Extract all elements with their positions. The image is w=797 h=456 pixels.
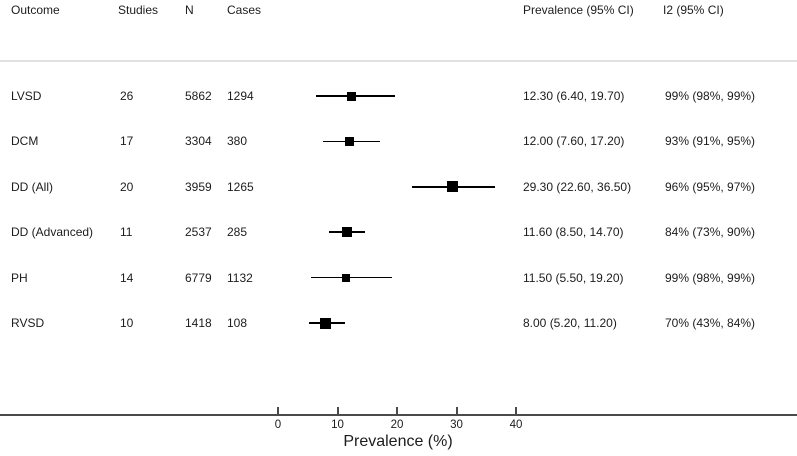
prevalence-ci-value: 11.50 (5.50, 19.20) xyxy=(523,270,624,285)
column-header-prevalence-ci: Prevalence (95% CI) xyxy=(523,3,634,17)
outcome-label: PH xyxy=(11,270,28,285)
i2-ci-value: 99% (98%, 99%) xyxy=(665,270,756,285)
x-axis-tick xyxy=(455,407,458,415)
n-value: 3304 xyxy=(185,134,212,149)
studies-value: 14 xyxy=(120,270,134,285)
prevalence-ci-value: 8.00 (5.20, 11.20) xyxy=(523,316,617,330)
column-header-studies: Studies xyxy=(118,3,159,17)
n-value: 2537 xyxy=(185,225,212,240)
point-estimate-marker xyxy=(320,317,332,329)
n-value: 5862 xyxy=(185,89,212,103)
outcome-label: DCM xyxy=(11,134,39,149)
x-axis-tick-label: 10 xyxy=(331,419,344,431)
cases-value: 108 xyxy=(227,316,248,330)
confidence-interval-line xyxy=(310,276,393,279)
x-axis-title: Prevalence (%) xyxy=(343,433,453,450)
i2-ci-value: 84% (73%, 90%) xyxy=(665,225,756,240)
i2-ci-value: 93% (91%, 95%) xyxy=(665,134,756,149)
header-divider xyxy=(0,60,797,62)
point-estimate-marker xyxy=(446,181,458,193)
column-header-n: N xyxy=(185,3,194,17)
column-header-cases: Cases xyxy=(227,3,262,17)
x-axis-tick xyxy=(336,407,339,415)
column-header-outcome: Outcome xyxy=(11,3,60,17)
x-axis-tick-label: 20 xyxy=(390,419,404,431)
point-estimate-marker xyxy=(346,91,356,101)
point-estimate-marker xyxy=(344,136,354,146)
prevalence-ci-value: 12.30 (6.40, 19.70) xyxy=(523,89,625,103)
prevalence-ci-value: 12.00 (7.60, 17.20) xyxy=(523,134,625,149)
cases-value: 1132 xyxy=(227,270,253,285)
i2-ci-value: 96% (95%, 97%) xyxy=(665,179,756,194)
studies-value: 11 xyxy=(120,225,133,240)
x-axis-tick-label: 30 xyxy=(450,419,463,431)
cases-value: 380 xyxy=(227,134,248,149)
studies-value: 20 xyxy=(120,179,134,194)
prevalence-ci-value: 11.60 (8.50, 14.70) xyxy=(523,225,624,240)
outcome-label: LVSD xyxy=(11,89,42,103)
outcome-label: RVSD xyxy=(11,316,45,330)
n-value: 3959 xyxy=(185,179,212,194)
x-axis-tick xyxy=(396,407,398,415)
n-value: 1418 xyxy=(185,316,212,330)
point-estimate-marker xyxy=(342,273,351,282)
n-value: 6779 xyxy=(185,270,212,285)
x-axis-tick xyxy=(277,407,279,415)
column-header-i2-ci: I2 (95% CI) xyxy=(663,3,724,17)
x-axis-line xyxy=(0,414,797,416)
i2-ci-value: 70% (43%, 84%) xyxy=(665,316,756,330)
outcome-label: DD (All) xyxy=(11,179,53,194)
i2-ci-value: 99% (98%, 99%) xyxy=(665,89,756,103)
outcome-label: DD (Advanced) xyxy=(11,225,94,240)
cases-value: 1294 xyxy=(227,89,254,103)
prevalence-ci-value: 29.30 (22.60, 36.50) xyxy=(523,179,632,194)
cases-value: 285 xyxy=(227,225,248,240)
x-axis-tick xyxy=(515,407,517,415)
x-axis-tick-label: 40 xyxy=(509,419,523,431)
cases-value: 1265 xyxy=(227,179,254,194)
studies-value: 17 xyxy=(120,134,134,149)
point-estimate-marker xyxy=(342,227,353,238)
studies-value: 26 xyxy=(120,89,134,103)
x-axis-tick-label: 0 xyxy=(274,419,282,431)
studies-value: 10 xyxy=(120,316,134,330)
